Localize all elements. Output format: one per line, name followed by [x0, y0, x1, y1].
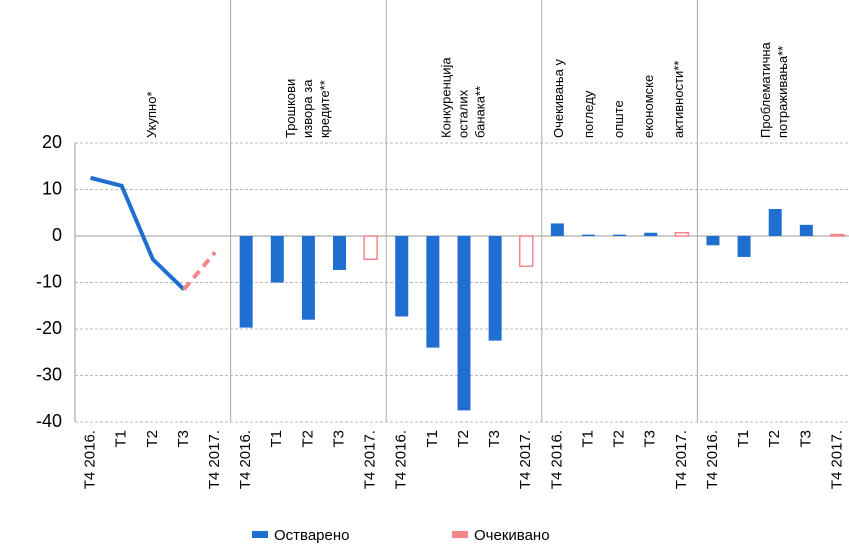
x-tick-label: T3 [486, 430, 503, 448]
realized-bar [799, 224, 813, 236]
panel-title: потраживања** [775, 46, 790, 138]
realized-bar [581, 234, 595, 236]
realized-bar [301, 236, 315, 320]
x-tick-label: T4 2016. [237, 430, 254, 489]
panel-title: Проблематична [758, 41, 773, 138]
realized-bar [270, 236, 284, 283]
legend-label: Остварено [274, 527, 350, 544]
x-tick-label: T4 2017. [828, 430, 845, 489]
panel-title: кредите** [317, 80, 332, 138]
panel-title: Трошкови [283, 79, 298, 138]
x-tick-label: T2 [299, 430, 316, 448]
panel-title: опште [611, 100, 626, 138]
realized-line [90, 175, 186, 291]
y-tick-label: -30 [36, 364, 62, 384]
panel-title: погледу [581, 90, 596, 138]
x-tick-label: T4 2017. [517, 430, 534, 489]
x-tick-label: T4 2016. [82, 430, 99, 489]
panel-title: банака** [472, 86, 487, 138]
expected-bar [674, 231, 690, 237]
x-tick-label: T4 2017. [362, 430, 379, 489]
x-tick-label: T1 [268, 430, 285, 448]
x-tick-label: T4 2017. [673, 430, 690, 489]
realized-bar [613, 234, 627, 236]
realized-bar [644, 232, 658, 236]
panel-title: активности** [671, 61, 686, 138]
x-tick-label: T4 2016. [393, 430, 410, 489]
y-tick-label: 20 [42, 132, 62, 152]
x-tick-label: T3 [330, 430, 347, 448]
realized-bar [706, 236, 720, 246]
panel-title: Конкуренција [438, 57, 453, 138]
y-tick-label: 10 [42, 178, 62, 198]
x-tick-label: T3 [642, 430, 659, 448]
x-tick-label: T4 2016. [548, 430, 565, 489]
legend-swatch [252, 531, 268, 538]
realized-bar [768, 209, 782, 236]
x-tick-label: T1 [735, 430, 752, 448]
realized-bar [488, 236, 502, 341]
y-tick-label: -40 [36, 411, 62, 431]
y-tick-label: 0 [52, 225, 62, 245]
expected-line [182, 250, 217, 291]
expected-bar [830, 233, 845, 237]
panel-title: извора за [300, 79, 315, 138]
x-tick-label: T4 2016. [704, 430, 721, 489]
legend-label: Очекивано [474, 527, 550, 544]
realized-bar [395, 236, 409, 317]
panel-title: економске [641, 75, 656, 138]
expected-bar [363, 235, 378, 260]
panel-title: Очекивања у [551, 59, 566, 138]
x-tick-label: T3 [175, 430, 192, 448]
panel-title: Укупно* [144, 91, 159, 138]
x-tick-label: T2 [611, 430, 628, 448]
realized-bar [239, 236, 253, 328]
x-tick-label: T3 [797, 430, 814, 448]
x-tick-label: T4 2017. [206, 430, 223, 489]
x-tick-label: T2 [144, 430, 161, 448]
realized-bar [333, 236, 347, 270]
expected-bar [518, 235, 534, 267]
realized-bar [457, 236, 471, 411]
legend-swatch [452, 531, 468, 538]
panel-title: осталих [455, 89, 470, 138]
y-tick-label: -10 [36, 271, 62, 291]
x-tick-label: T2 [766, 430, 783, 448]
x-tick-label: T1 [579, 430, 596, 448]
realized-bar [426, 236, 440, 348]
x-tick-label: T1 [424, 430, 441, 448]
y-tick-label: -20 [36, 318, 62, 338]
realized-bar [550, 223, 564, 236]
x-tick-label: T1 [113, 430, 130, 448]
x-tick-label: T2 [455, 430, 472, 448]
realized-bar [737, 236, 751, 257]
